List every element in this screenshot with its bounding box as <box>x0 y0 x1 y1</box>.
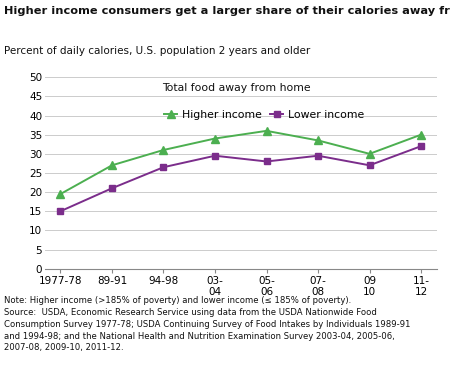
Legend: Higher income, Lower income: Higher income, Lower income <box>160 106 368 124</box>
Text: Total food away from home: Total food away from home <box>162 83 311 93</box>
Text: Note: Higher income (>185% of poverty) and lower income (≤ 185% of poverty).
Sou: Note: Higher income (>185% of poverty) a… <box>4 296 411 353</box>
Text: Higher income consumers get a larger share of their calories away from home: Higher income consumers get a larger sha… <box>4 6 450 15</box>
Text: Percent of daily calories, U.S. population 2 years and older: Percent of daily calories, U.S. populati… <box>4 46 311 56</box>
